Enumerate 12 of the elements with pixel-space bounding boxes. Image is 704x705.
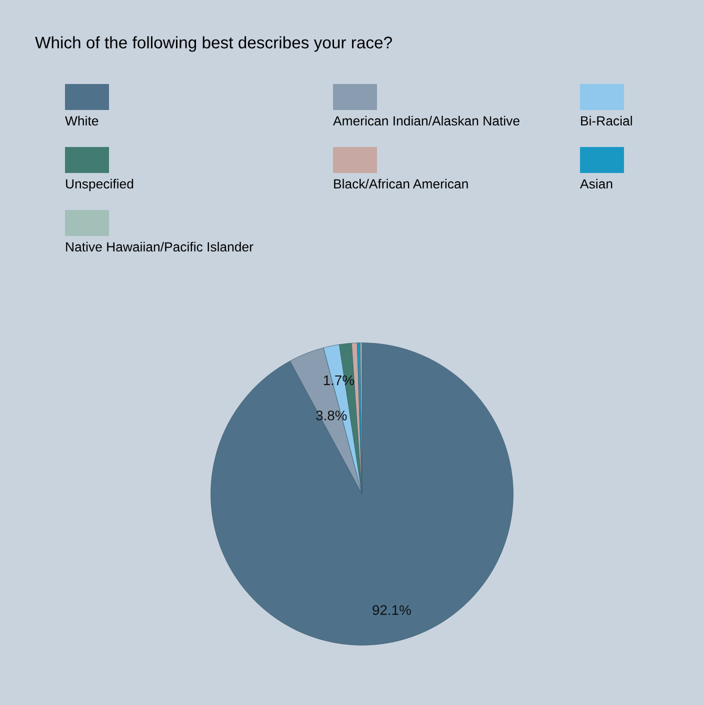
legend-label: Black/African American <box>334 178 468 189</box>
legend-label: Bi-Racial <box>581 116 632 126</box>
legend-label: White <box>65 116 98 126</box>
legend-label: Native Hawaiian/Pacific Islander <box>66 242 254 252</box>
pie-slice <box>210 342 514 646</box>
data-label: 92.1% <box>372 605 411 615</box>
chart-title: Which of the following best describes your race? <box>35 36 392 52</box>
legend-label: American Indian/Alaskan Native <box>333 116 520 126</box>
data-label: 1.7% <box>324 375 354 386</box>
legend-label: Asian <box>580 178 612 189</box>
legend-label: Unspecified <box>66 178 134 192</box>
data-label: 3.8% <box>316 410 347 420</box>
